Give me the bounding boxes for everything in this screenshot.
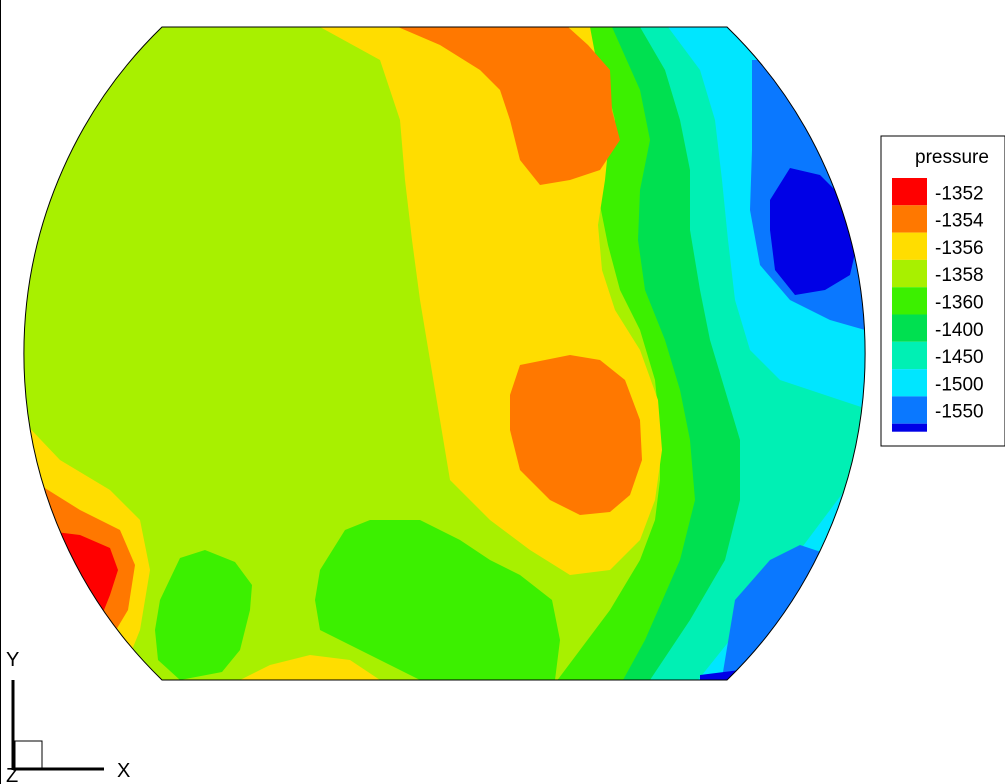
legend: pressure -1352-1354-1356-1358-1360-1400-… xyxy=(880,135,1005,447)
legend-swatch-bottom xyxy=(892,423,927,432)
legend-swatch xyxy=(892,178,927,206)
legend-swatch xyxy=(892,314,927,342)
z-axis-box xyxy=(14,740,43,769)
legend-swatch xyxy=(892,369,927,397)
legend-label: -1550 xyxy=(935,402,984,423)
legend-label: -1360 xyxy=(935,293,984,314)
legend-title: pressure xyxy=(915,147,989,168)
legend-label: -1354 xyxy=(935,211,984,232)
contour-band-1356-bottom xyxy=(240,655,380,680)
axis-triad: Y X Z xyxy=(6,649,130,784)
legend-label: -1450 xyxy=(935,347,984,368)
legend-label: -1356 xyxy=(935,238,984,259)
contour-band-1360-bottom-left xyxy=(155,550,252,680)
legend-label: -1500 xyxy=(935,374,984,395)
legend-label: -1352 xyxy=(935,183,984,204)
contour-band-1352-center xyxy=(510,355,642,515)
z-axis-label: Z xyxy=(6,765,18,784)
legend-swatch xyxy=(892,259,927,288)
legend-swatch xyxy=(892,341,927,370)
contour-band-1450-right xyxy=(630,27,866,680)
contour-band-1360-bottom-center xyxy=(315,520,560,680)
legend-swatch xyxy=(892,232,927,260)
legend-swatch xyxy=(892,205,927,233)
contour-band-1352-top xyxy=(398,27,620,185)
contour-band-bottom-corner xyxy=(700,670,760,680)
domain-outline xyxy=(23,26,866,681)
y-axis-label: Y xyxy=(6,649,19,671)
legend-swatches: -1352 -1354 -1356 -1358 -1360 -1400 -1450 -1500… xyxy=(892,178,984,432)
legend-label: -1358 xyxy=(935,265,984,286)
legend-swatch xyxy=(892,396,927,424)
legend-label: -1400 xyxy=(935,320,984,341)
x-axis-label: X xyxy=(117,760,130,782)
contour-band-bottom-core xyxy=(770,168,858,295)
legend-swatch xyxy=(892,287,927,315)
